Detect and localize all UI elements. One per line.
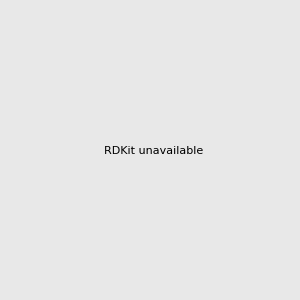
Text: RDKit unavailable: RDKit unavailable [104,146,203,157]
